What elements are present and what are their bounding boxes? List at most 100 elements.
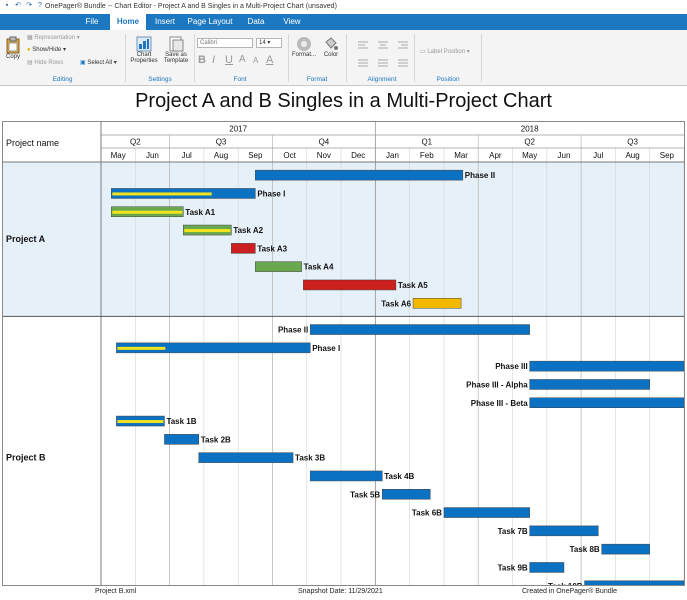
project-name-label[interactable]: Project B [6, 453, 46, 463]
month-label[interactable]: Sep [660, 151, 675, 160]
gantt-bar[interactable] [443, 507, 530, 518]
gantt-bar-label[interactable]: Task 8B [570, 545, 600, 554]
gantt-bar-label[interactable]: Task 3B [295, 454, 325, 463]
font-color-button[interactable]: A [266, 54, 274, 66]
month-label[interactable]: Apr [489, 151, 502, 160]
month-label[interactable]: Sep [248, 151, 263, 160]
gantt-bar[interactable] [529, 397, 685, 408]
gantt-bar-label[interactable]: Phase I [312, 344, 340, 353]
shrink-font-button[interactable]: A [253, 56, 259, 65]
gantt-bar[interactable] [303, 279, 397, 291]
gantt-bar[interactable] [381, 489, 431, 500]
year-label[interactable]: 2017 [229, 125, 247, 134]
copy-button[interactable]: Copy [3, 36, 23, 60]
gantt-bar-label[interactable]: Task 5B [350, 490, 380, 499]
alignment-buttons[interactable] [356, 38, 412, 72]
month-label[interactable]: Oct [283, 151, 296, 160]
gantt-bar-label[interactable]: Task A5 [398, 281, 428, 290]
tab-file[interactable]: File [85, 17, 99, 26]
month-label[interactable]: Aug [214, 151, 228, 160]
month-label[interactable]: Nov [317, 151, 331, 160]
gantt-bar-label[interactable]: Task A4 [304, 263, 334, 272]
quarter-label[interactable]: Q1 [421, 138, 432, 147]
gantt-bar-label[interactable]: Task A1 [185, 208, 215, 217]
redo-icon[interactable]: ↷ [26, 2, 32, 9]
gantt-bar-label[interactable]: Task 2B [201, 435, 231, 444]
show-hide-button[interactable]: ● Show/Hide ▾ [27, 47, 66, 53]
gantt-bar-label[interactable]: Task 4B [384, 472, 414, 481]
month-label[interactable]: Jun [146, 151, 159, 160]
month-label[interactable]: Jul [182, 151, 192, 160]
grow-font-button[interactable]: A [239, 54, 246, 65]
row-header-label[interactable]: Project name [6, 138, 59, 148]
gantt-bar-label[interactable]: Task 1B [166, 417, 196, 426]
gantt-bar[interactable] [198, 452, 294, 463]
gantt-bar-label[interactable]: Phase III - Beta [471, 399, 528, 408]
undo-icon[interactable]: ↶ [15, 2, 21, 9]
gantt-bar-label[interactable]: Phase III [495, 362, 527, 371]
gantt-bar-label[interactable]: Phase I [257, 189, 285, 198]
gantt-bar-label[interactable]: Task 7B [498, 527, 528, 536]
month-label[interactable]: Jul [593, 151, 603, 160]
gantt-bar[interactable] [529, 360, 685, 372]
project-name-label[interactable]: Project A [6, 234, 46, 244]
year-label[interactable]: 2018 [521, 125, 539, 134]
gantt-bar[interactable] [529, 525, 599, 537]
gantt-bar-label[interactable]: Task 10B [548, 582, 583, 591]
gantt-bar-label[interactable]: Task A6 [381, 299, 411, 308]
tab-home[interactable]: Home [110, 14, 146, 30]
quarter-label[interactable]: Q3 [627, 138, 638, 147]
gantt-bar-label[interactable]: Task 6B [412, 509, 442, 518]
gantt-bar-label[interactable]: Task A3 [257, 244, 287, 253]
underline-button[interactable]: U [225, 54, 233, 66]
representation-button[interactable]: ▦ Representation ▾ [27, 35, 80, 41]
gantt-bar[interactable] [601, 543, 650, 555]
format-button[interactable]: Format... [290, 36, 318, 58]
label-position-button[interactable]: ▭ Label Position ▾ [420, 49, 470, 55]
gantt-bar[interactable] [529, 562, 565, 573]
font-size-select[interactable]: 14 ▾ [256, 38, 282, 48]
gantt-bar-label[interactable]: Phase II [465, 171, 495, 180]
gantt-bar[interactable] [231, 243, 256, 254]
gantt-bar[interactable] [412, 298, 462, 309]
quarter-label[interactable]: Q2 [130, 138, 141, 147]
gantt-bar-label[interactable]: Task 9B [498, 563, 528, 572]
month-label[interactable]: May [522, 151, 537, 160]
select-all-button[interactable]: ▣ Select All ▾ [80, 60, 117, 66]
save-icon[interactable]: ▪ [5, 2, 9, 9]
gantt-bar[interactable] [529, 379, 650, 390]
gantt-bar[interactable] [584, 580, 685, 591]
tab-page-layout[interactable]: Page Layout [187, 17, 233, 26]
quarter-label[interactable]: Q2 [524, 138, 535, 147]
italic-button[interactable]: I [212, 54, 216, 66]
quarter-label[interactable]: Q4 [319, 138, 330, 147]
help-icon[interactable]: ? [38, 2, 42, 9]
gantt-bar-label[interactable]: Phase III - Alpha [466, 380, 528, 389]
gantt-bar-label[interactable]: Task A2 [233, 226, 263, 235]
save-as-template-button[interactable]: Save as Template [161, 36, 191, 64]
font-name-select[interactable]: Calibri [197, 38, 253, 48]
gantt-bar[interactable] [164, 434, 199, 445]
tab-data[interactable]: Data [247, 17, 265, 26]
gantt-bar[interactable] [116, 342, 311, 354]
tab-insert[interactable]: Insert [154, 17, 175, 26]
color-button[interactable]: Color [320, 36, 342, 58]
month-label[interactable]: Mar [454, 151, 468, 160]
gantt-bar[interactable] [309, 324, 530, 335]
month-label[interactable]: Aug [625, 151, 639, 160]
gantt-bar[interactable] [255, 169, 464, 181]
chart-title[interactable]: Project A and B Singles in a Multi-Proje… [135, 90, 552, 112]
quarter-label[interactable]: Q3 [216, 138, 227, 147]
month-label[interactable]: Feb [420, 151, 434, 160]
month-label[interactable]: Jan [386, 151, 399, 160]
month-label[interactable]: Jun [558, 151, 571, 160]
gantt-bar[interactable] [309, 470, 383, 482]
hide-rows-button[interactable]: ▤ Hide Rows [27, 59, 63, 66]
chart-properties-button[interactable]: Chart Properties [128, 36, 160, 64]
bold-button[interactable]: B [198, 54, 206, 66]
tab-view[interactable]: View [283, 17, 301, 26]
gantt-bar-label[interactable]: Phase II [278, 326, 308, 335]
month-label[interactable]: Dec [351, 151, 365, 160]
month-label[interactable]: May [111, 151, 126, 160]
gantt-bar[interactable] [255, 261, 302, 272]
